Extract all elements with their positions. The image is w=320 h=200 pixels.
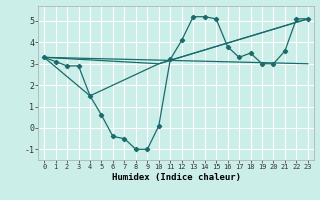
X-axis label: Humidex (Indice chaleur): Humidex (Indice chaleur) — [111, 173, 241, 182]
